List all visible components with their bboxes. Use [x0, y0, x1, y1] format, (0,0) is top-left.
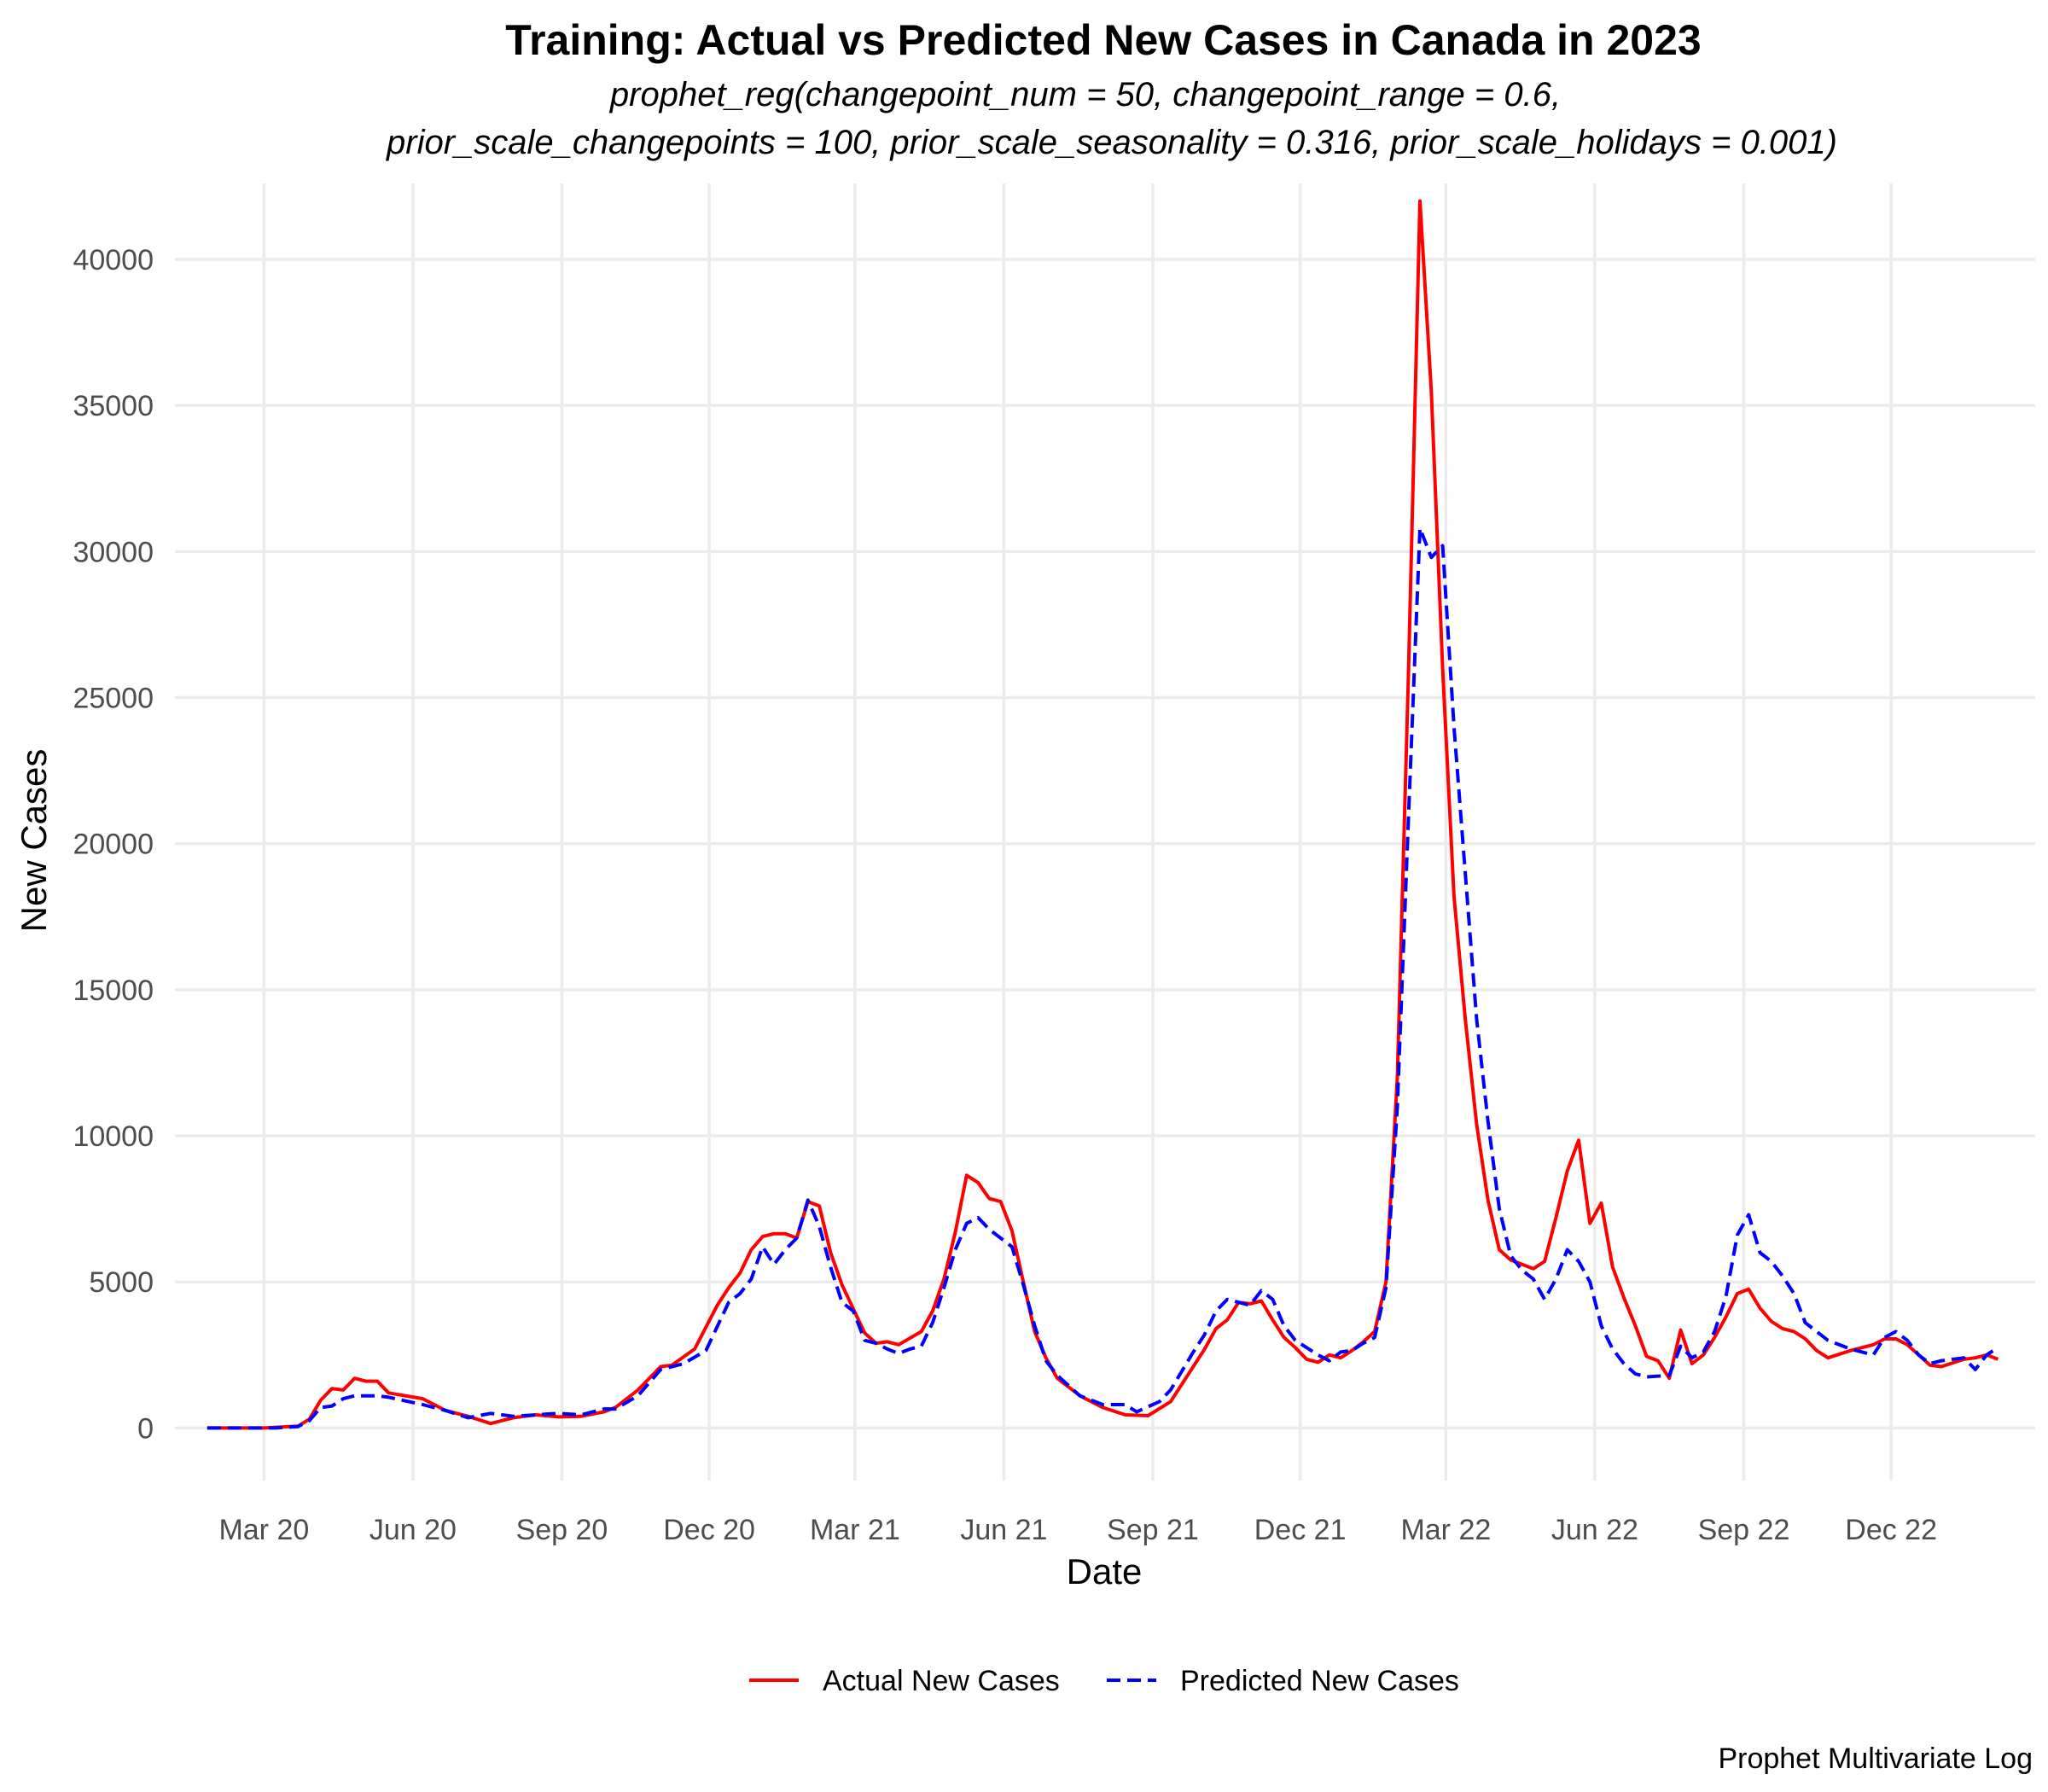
x-tick-label: Sep 22: [1698, 1514, 1790, 1546]
x-tick-label: Jun 21: [960, 1514, 1047, 1546]
series-layer: [207, 199, 1999, 1430]
chart-title: Training: Actual vs Predicted New Cases …: [505, 16, 1701, 64]
x-tick-label: Sep 20: [516, 1514, 608, 1546]
y-tick-label: 25000: [73, 683, 154, 715]
tick-layer: 0 5000 10000 15000 20000 25000 30000 35000 40000…: [73, 244, 1937, 1546]
grid-layer: [175, 183, 2035, 1481]
y-tick-label: 20000: [73, 829, 154, 861]
x-tick-label: Sep 21: [1107, 1514, 1199, 1546]
y-tick-label: 30000: [73, 536, 154, 568]
legend-label-actual: Actual New Cases: [823, 1665, 1060, 1697]
x-tick-label: Jun 22: [1551, 1514, 1638, 1546]
x-tick-label: Mar 21: [810, 1514, 900, 1546]
x-tick-label: Jun 20: [369, 1514, 457, 1546]
x-tick-label: Dec 20: [663, 1514, 755, 1546]
x-tick-label: Mar 22: [1400, 1514, 1491, 1546]
chart-subtitle-line-1: prophet_reg(changepoint_num = 50, change…: [609, 76, 1561, 113]
y-axis-title: New Cases: [14, 749, 54, 933]
y-tick-label: 0: [137, 1412, 154, 1445]
predicted-cases-line: [207, 527, 1999, 1430]
chart-caption: Prophet Multivariate Log: [1718, 1743, 2033, 1775]
y-tick-label: 5000: [89, 1266, 154, 1299]
actual-cases-line: [207, 199, 1999, 1430]
legend-label-predicted: Predicted New Cases: [1180, 1665, 1459, 1697]
y-tick-label: 40000: [73, 244, 154, 276]
legend: Actual New Cases Predicted New Cases: [749, 1665, 1459, 1697]
y-tick-label: 10000: [73, 1120, 154, 1153]
chart-subtitle-line-2: prior_scale_changepoints = 100, prior_sc…: [386, 124, 1837, 161]
x-tick-label: Mar 20: [218, 1514, 309, 1546]
x-tick-label: Dec 22: [1845, 1514, 1937, 1546]
x-axis-title: Date: [1067, 1551, 1143, 1591]
y-tick-label: 35000: [73, 390, 154, 422]
y-tick-label: 15000: [73, 975, 154, 1007]
x-tick-label: Dec 21: [1254, 1514, 1347, 1546]
